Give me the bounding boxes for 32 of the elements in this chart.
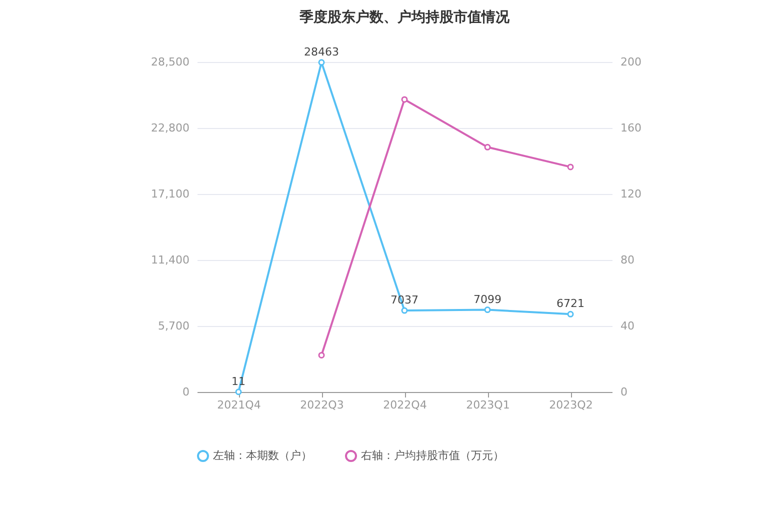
y2-tick-label: 40 [620,320,634,332]
point [484,306,491,314]
x-tick-label: 2021Q4 [217,398,261,412]
y-tick-label: 11,400 [151,254,190,266]
x-tick-label: 2023Q2 [549,398,593,412]
x-tick-label: 2022Q4 [383,398,427,412]
point [484,144,491,150]
y-tick-label: 5,700 [158,320,190,332]
y2-tick-label: 0 [620,386,628,398]
y-tick-label: 22,800 [151,122,190,134]
chart-title: 季度股东户数、户均持股市值情况 [298,8,510,26]
y2-tick-label: 120 [620,188,642,200]
point [318,59,325,66]
point [567,310,574,318]
x-tick-label: 2022Q3 [300,398,344,412]
point [567,164,574,170]
data-label: 6721 [556,297,584,310]
y-tick-label: 28,500 [151,56,190,68]
y2-tick-label: 200 [620,56,642,68]
y2-tick-label: 80 [620,254,634,266]
y2-tick-label: 160 [620,122,642,134]
data-label: 28463 [304,45,339,58]
legend-label: 右轴：户均持股市值（万元） [361,449,504,462]
point [401,307,408,314]
data-label: 7099 [474,292,502,306]
point [401,96,408,103]
legend-label: 左轴：本期数（户） [213,449,312,462]
x-tick-label: 2023Q1 [466,398,510,412]
y-tick-label: 0 [182,386,190,398]
y-tick-label: 17,100 [151,188,190,200]
point [318,352,325,358]
point [235,388,242,396]
